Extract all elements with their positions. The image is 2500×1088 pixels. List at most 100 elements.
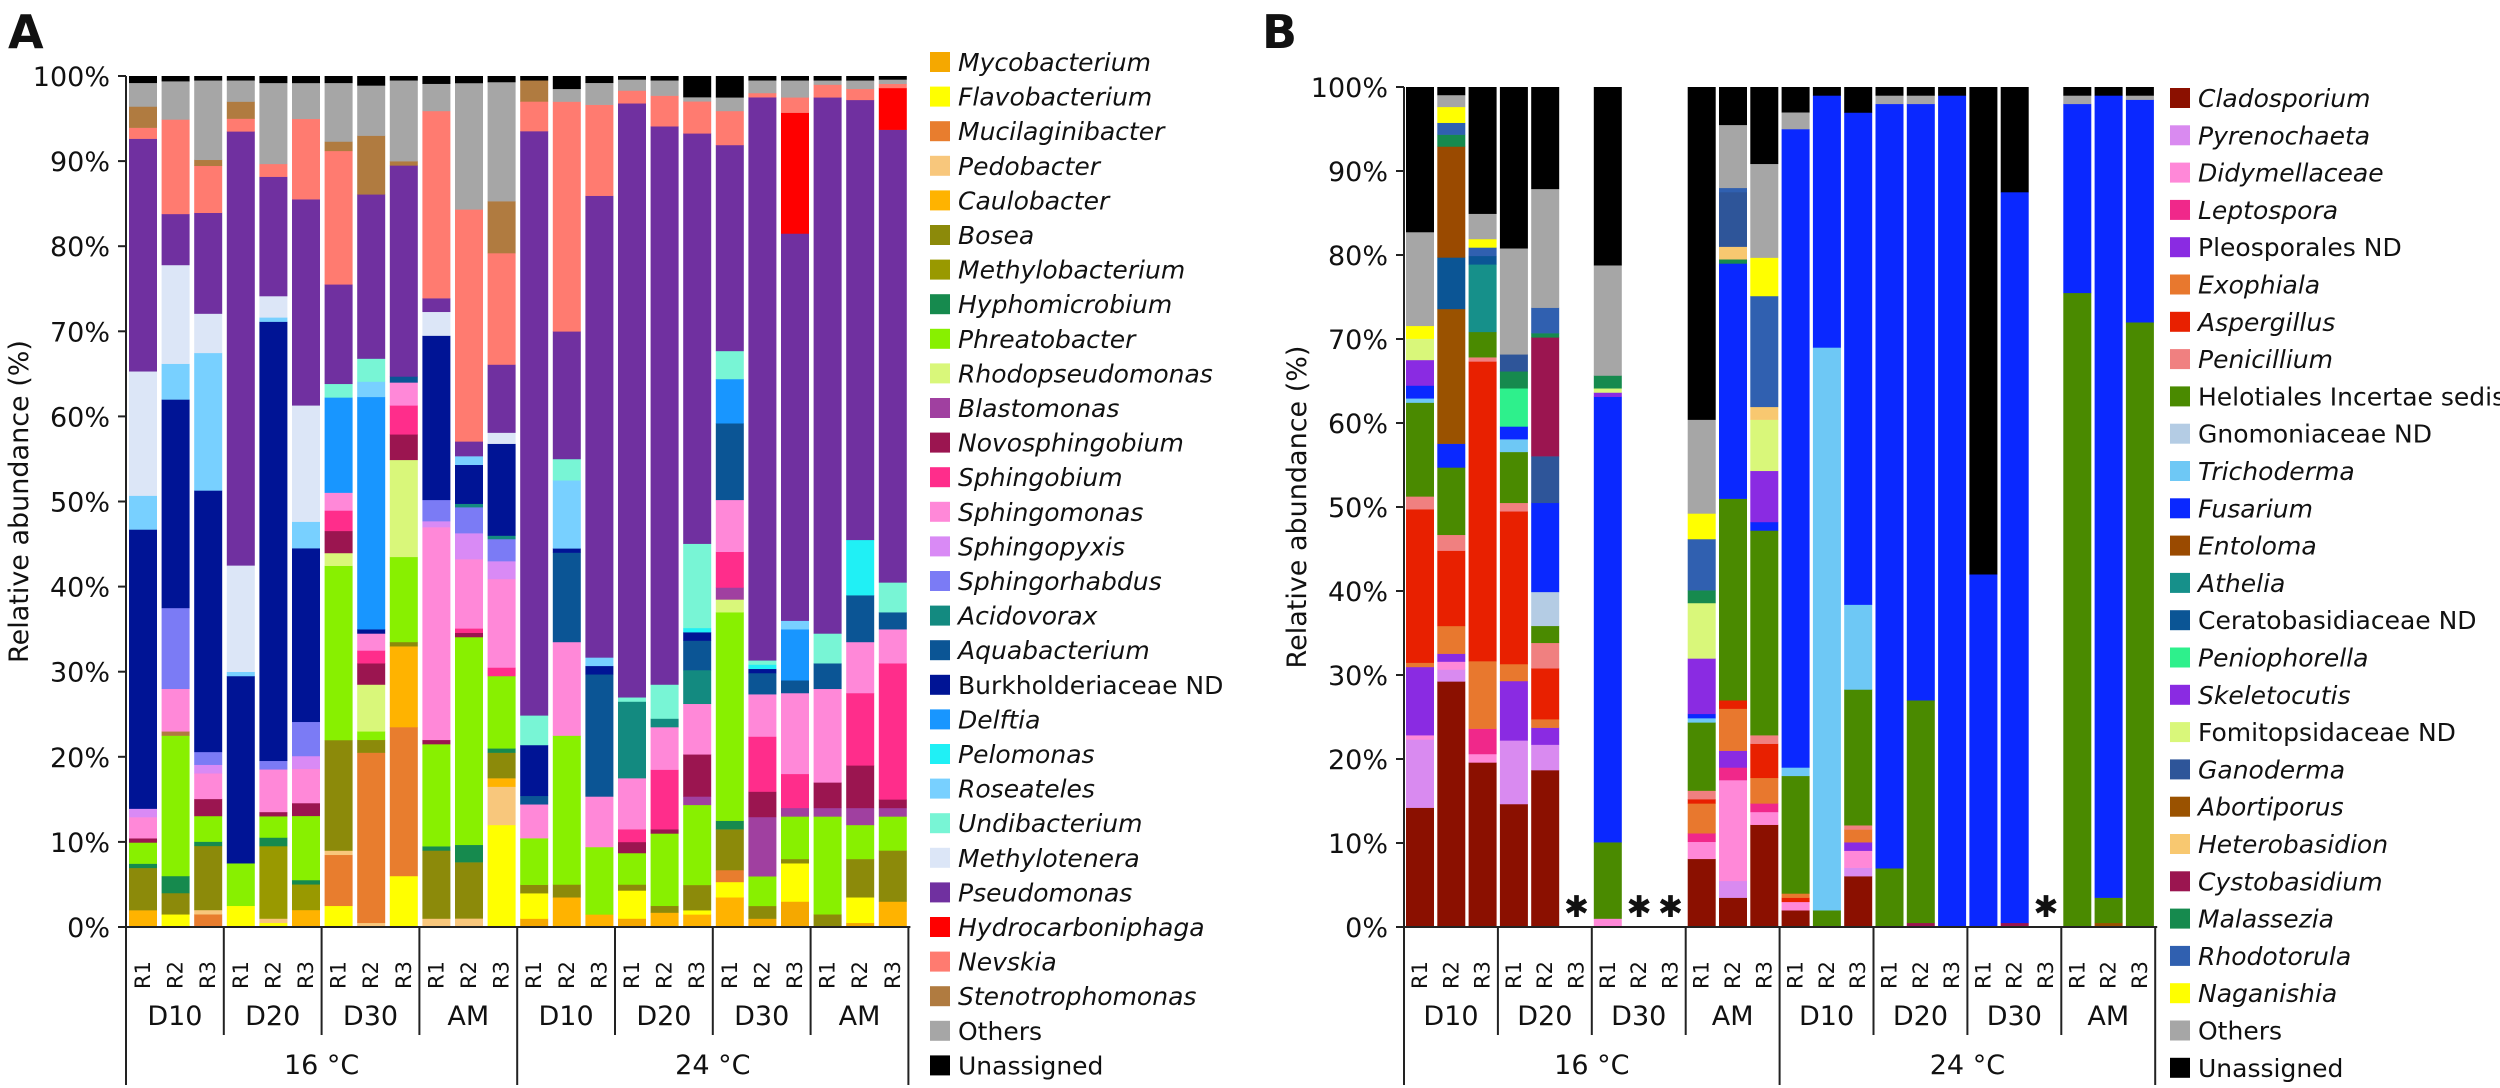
bar-segment-nevskia [422, 110, 451, 299]
bar-segment-unassigned [1875, 87, 1904, 96]
legend: Mycobacterium Flavobacterium Mucilaginibac… [930, 48, 1223, 1080]
replicate-label: R3 [392, 961, 416, 989]
y-tick-label: 80% [50, 232, 110, 263]
missing-sample-marker: ✱ [1658, 890, 1683, 925]
replicate-label: R1 [1408, 961, 1432, 989]
legend-label: Roseateles [958, 775, 1095, 804]
stacked-bar [683, 76, 712, 928]
stacked-bar [846, 76, 875, 928]
group-label: AM [2087, 1001, 2129, 1032]
legend-label: Pedobacter [958, 152, 1102, 181]
bar-segment-mycobacterium [781, 901, 809, 928]
bar-segment-hyphomicrobium [161, 875, 190, 894]
legend-label: Others [958, 1017, 1042, 1046]
bar-segment-cystobasidium [1906, 922, 1935, 928]
bar-segment-unassigned [292, 76, 320, 84]
bar-segment-pedobacter [455, 918, 483, 928]
bar-segment-skeletocutis [1719, 750, 1747, 768]
bar-segment-naganishia [1437, 106, 1466, 123]
bar-segment-sphingomonas [324, 492, 353, 511]
bar-segment-fusarium [1687, 713, 1716, 719]
bar-segment-sphingomonas [422, 527, 451, 741]
bar-segment-flavobacterium [226, 905, 255, 928]
bar-segment-aspergillus [1468, 361, 1497, 662]
legend-swatch [930, 744, 950, 764]
replicate-label: R2 [164, 961, 188, 989]
legend-label: Acidovorax [956, 602, 1098, 631]
legend-item: Pleosporales ND [2170, 233, 2402, 262]
bar-segment-exophiala [1844, 829, 1873, 843]
bar-segment-bosea [422, 850, 451, 919]
bar-segment-nevskia [552, 101, 581, 332]
bar-segment-burkholderiaceae-nd [357, 629, 386, 634]
bar-segment-delftia [357, 396, 386, 630]
bar-segment-undibacterium [357, 358, 386, 382]
bar-segment-rhodopseudomonas [715, 599, 744, 613]
bar-segment-unassigned [1593, 87, 1622, 266]
bar-segment-others [259, 82, 288, 165]
bar-segment-sphingopyxis [194, 764, 223, 774]
bar-segment-abortiporus [1437, 308, 1466, 444]
bar-segment-abortiporus [2094, 922, 2123, 928]
legend-item: Sphingomonas [930, 498, 1143, 527]
bar-segment-naganishia [1750, 257, 1779, 297]
bar-segment-others [748, 80, 777, 94]
bar-segment-helotiales-incertae-sedis [1531, 625, 1560, 644]
bar-segment-roseateles [259, 317, 288, 322]
bar-segment-aspergillus [1719, 700, 1747, 709]
legend-swatch [2170, 945, 2190, 966]
bar-segment-skeletocutis [1687, 658, 1716, 715]
bar-segment-methylotenera [226, 565, 255, 672]
legend-swatch [930, 121, 950, 142]
bar-segment-caulobacter [292, 909, 320, 928]
legend-item: Entoloma [2170, 532, 2317, 561]
bar-segment-didymellaceae [1781, 901, 1810, 911]
bar-segment-others [781, 80, 809, 98]
bar-segment-unassigned [161, 76, 190, 82]
legend-label: Rhodopseudomonas [958, 359, 1213, 388]
bars: ✱ ✱ ✱ ✱ [1406, 87, 2154, 928]
bar-segment-didymellaceae [1687, 841, 1716, 860]
bar-segment-caulobacter [715, 897, 744, 928]
bar-segment-unassigned [1468, 87, 1497, 214]
legend-item: Bosea [930, 221, 1034, 250]
bar-segment-phreatobacter [552, 735, 581, 885]
legend-item: Phreatobacter [930, 325, 1137, 354]
bar-segment-trichoderma [1781, 767, 1810, 777]
bar-segment-methylotenera [487, 432, 516, 444]
bar-segment-unassigned [455, 76, 483, 84]
bar-segment-mycobacterium [520, 918, 549, 928]
stacked-bar [878, 76, 907, 928]
bar-segment-pelomonas [683, 627, 712, 633]
bar-segment-pyrenochaeta [1531, 744, 1560, 771]
bar-segment-sphingobium [846, 692, 875, 766]
legend-label: Abortiporus [2196, 793, 2344, 822]
legend-label: Novosphingobium [958, 429, 1184, 458]
bar-segment-unassigned [878, 76, 907, 80]
bar-segment-bosea [161, 892, 190, 915]
bar-segment-others [552, 88, 581, 102]
y-tick-label: 70% [50, 317, 110, 348]
bar-segment-acidovorax [650, 718, 679, 728]
bar-segment-nevskia [650, 95, 679, 127]
legend-label: Pyrenochaeta [2198, 121, 2370, 150]
legend-item: Athelia [2170, 569, 2285, 598]
legend-item: Caulobacter [930, 186, 1111, 215]
legend-label: Pseudomonas [958, 878, 1132, 907]
bar-segment-rhodotorula [1468, 247, 1497, 257]
bar-segment-pseudomonas [748, 97, 777, 661]
bar-segment-unassigned [585, 76, 614, 84]
legend-swatch [930, 882, 950, 903]
group-label: AM [447, 1001, 489, 1032]
bar-segment-sphingopyxis [129, 808, 157, 818]
stacked-bar [1499, 87, 1528, 928]
legend-swatch [2170, 572, 2190, 593]
legend-item: Aspergillus [2170, 308, 2335, 337]
replicate-label: R3 [2128, 961, 2152, 989]
y-tick-label: 90% [50, 147, 110, 178]
bar-segment-aquabacterium [552, 552, 581, 643]
replicate-label: R1 [718, 961, 742, 989]
bar-segment-blastomonas [781, 807, 809, 817]
bar-segment-hyphomicrobium [129, 863, 157, 869]
